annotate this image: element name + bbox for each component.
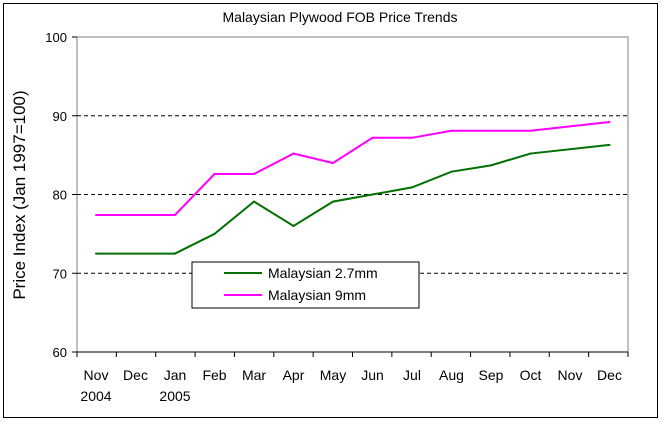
- legend-label: Malaysian 2.7mm: [268, 265, 378, 281]
- data-point: [608, 121, 611, 124]
- data-point: [174, 213, 176, 216]
- gridlines: [77, 115, 628, 274]
- x-axis: Nov 2004 Dec Jan 2005 Feb Mar Apr May Jun Jul Aug Se…: [76, 351, 629, 404]
- y-axis-label: Price Index (Jan 1997=100): [10, 90, 29, 299]
- x-tick-label: Aug: [439, 367, 464, 383]
- data-point: [332, 200, 334, 203]
- x-tick-label: Nov: [84, 367, 109, 383]
- data-point: [95, 213, 97, 216]
- x-tick-label: Sep: [479, 367, 504, 383]
- x-tick-label: Jul: [403, 367, 421, 383]
- series-line-2: [96, 121, 610, 216]
- x-tick-label: May: [320, 367, 346, 383]
- series-line-1: [96, 143, 610, 255]
- data-point: [95, 252, 97, 255]
- data-point: [213, 173, 216, 176]
- legend-box: [191, 261, 420, 309]
- legend: Malaysian 2.7mm Malaysian 9mm: [191, 261, 420, 309]
- data-point: [292, 225, 295, 227]
- x-tick-label: Apr: [283, 367, 305, 383]
- data-point: [253, 200, 255, 203]
- x-tick-label: Feb: [202, 367, 226, 383]
- data-point: [411, 136, 413, 139]
- data-point: [411, 186, 413, 189]
- x-tick-label: Nov: [558, 367, 583, 383]
- series-lines: [95, 121, 611, 255]
- y-tick-label: 80: [53, 188, 67, 203]
- data-point: [292, 152, 295, 155]
- x-tick-label: Mar: [242, 367, 266, 383]
- data-point: [490, 129, 492, 132]
- data-point: [450, 170, 453, 173]
- data-point: [450, 129, 453, 132]
- data-point: [371, 136, 374, 139]
- data-point: [529, 152, 532, 155]
- y-axis: 60 70 80 90 100: [45, 30, 77, 360]
- data-point: [490, 164, 492, 167]
- x-tick-label: Dec: [123, 367, 148, 383]
- data-point: [608, 143, 611, 146]
- x-tick-sublabel: 2004: [80, 388, 111, 404]
- chart-title: Malaysian Plywood FOB Price Trends: [223, 9, 458, 25]
- x-tick-label: Oct: [520, 367, 542, 383]
- legend-label: Malaysian 9mm: [268, 287, 366, 303]
- data-point: [213, 232, 216, 235]
- x-tick-label: Jan: [164, 367, 187, 383]
- y-tick-label: 90: [53, 109, 67, 124]
- data-point: [529, 129, 532, 132]
- data-point: [332, 162, 334, 164]
- x-tick-label: Jun: [361, 367, 384, 383]
- x-tick-sublabel: 2005: [159, 388, 190, 404]
- x-tick-label: Dec: [597, 367, 622, 383]
- data-point: [253, 173, 255, 176]
- chart-frame: [3, 3, 658, 418]
- data-point: [371, 193, 374, 196]
- y-tick-label: 70: [53, 266, 67, 281]
- y-tick-label: 100: [45, 30, 67, 45]
- y-tick-label: 60: [53, 345, 67, 360]
- data-point: [174, 252, 176, 255]
